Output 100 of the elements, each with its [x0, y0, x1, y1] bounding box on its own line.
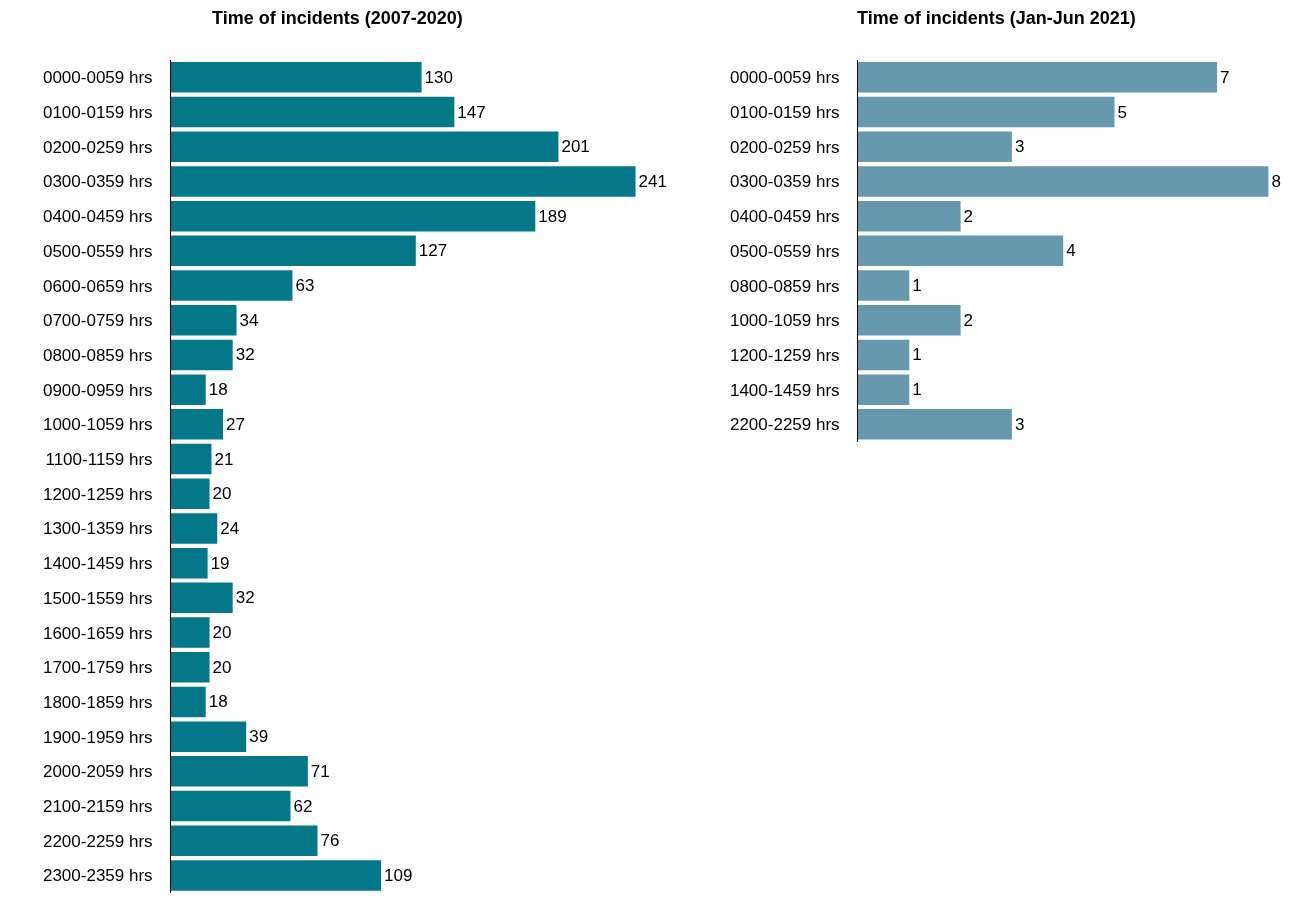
bar	[171, 304, 237, 336]
y-tick-label: 2300-2359 hrs	[42, 866, 153, 886]
bar	[171, 62, 422, 93]
data-label: 5	[1117, 102, 1127, 122]
data-label: 63	[295, 276, 315, 296]
data-label: 32	[235, 588, 255, 608]
y-tick-label: 0000-0059 hrs	[729, 68, 840, 88]
y-tick-label: 0400-0459 hrs	[729, 207, 840, 227]
y-tick-label: 1600-1659 hrs	[42, 623, 153, 643]
y-tick-label: 2100-2159 hrs	[42, 797, 153, 816]
bar	[171, 686, 206, 718]
data-label: 127	[418, 241, 448, 261]
data-label: 3	[1014, 414, 1025, 434]
data-label: 3	[1014, 137, 1025, 157]
y-tick-label: 1700-1759 hrs	[42, 658, 153, 678]
chart-title: Time of incidents (Jan-Jun 2021)	[857, 8, 1136, 28]
y-tick-label: 0600-0659 hrs	[42, 276, 153, 296]
y-tick-label: 0300-0359 hrs	[729, 172, 840, 192]
data-label: 20	[212, 484, 232, 504]
bar	[858, 374, 910, 405]
bar	[858, 131, 1012, 163]
bar	[171, 756, 308, 787]
y-tick-label: 2000-2059 hrs	[42, 762, 153, 782]
bar	[858, 270, 910, 301]
y-tick-label: 1200-1259 hrs	[42, 484, 153, 504]
bar	[171, 374, 206, 405]
bar	[858, 339, 910, 371]
bar	[858, 235, 1064, 267]
y-tick-label: 0200-0259 hrs	[729, 137, 840, 157]
data-label: 1	[912, 345, 922, 365]
bar	[171, 825, 318, 857]
data-label: 241	[638, 171, 667, 191]
y-tick-label: 0300-0359 hrs	[42, 172, 153, 192]
y-tick-label: 0700-0759 hrs	[42, 311, 153, 331]
bar	[171, 200, 536, 232]
data-label: 27	[226, 414, 245, 434]
data-label: 21	[214, 449, 234, 469]
data-label: 71	[310, 761, 330, 781]
y-tick-label: 1400-1459 hrs	[729, 380, 840, 400]
bar	[171, 131, 559, 163]
data-label: 24	[220, 518, 240, 538]
y-tick-label: 0100-0159 hrs	[42, 103, 153, 122]
bar	[171, 582, 233, 614]
data-label: 109	[384, 865, 413, 885]
y-tick-label: 0100-0159 hrs	[729, 103, 840, 122]
y-tick-label: 0900-0959 hrs	[42, 380, 153, 400]
data-label: 147	[457, 102, 486, 122]
chart-title: Time of incidents (2007-2020)	[212, 8, 463, 28]
y-tick-label: 2200-2259 hrs	[42, 831, 153, 851]
y-tick-label: 0800-0859 hrs	[42, 345, 153, 365]
data-label: 34	[239, 310, 259, 330]
bar	[171, 96, 455, 128]
data-label: 4	[1066, 241, 1076, 261]
bar	[171, 790, 291, 822]
y-tick-label: 0200-0259 hrs	[42, 137, 153, 157]
data-label: 62	[293, 796, 313, 816]
bar	[858, 62, 1218, 93]
y-tick-label: 2200-2259 hrs	[729, 415, 840, 435]
data-label: 130	[424, 67, 453, 87]
bar	[171, 513, 218, 544]
y-tick-label: 1200-1259 hrs	[729, 345, 840, 365]
data-label: 189	[538, 206, 567, 226]
bar	[171, 478, 210, 510]
data-label: 1	[912, 380, 922, 400]
bar	[858, 96, 1115, 128]
y-tick-label: 0800-0859 hrs	[729, 276, 840, 296]
data-label: 18	[208, 380, 228, 400]
data-label: 201	[561, 137, 590, 157]
y-tick-label: 0500-0559 hrs	[729, 241, 840, 261]
y-tick-label: 1800-1859 hrs	[42, 692, 153, 712]
y-tick-label: 0400-0459 hrs	[42, 207, 153, 227]
bar	[171, 339, 233, 371]
y-tick-label: 0000-0059 hrs	[42, 68, 153, 88]
bar	[858, 409, 1012, 440]
bar	[171, 651, 210, 683]
bar	[171, 617, 210, 648]
data-label: 2	[963, 206, 974, 226]
data-label: 18	[208, 692, 228, 712]
bar	[171, 166, 636, 197]
bar	[171, 860, 382, 891]
data-label: 2	[963, 310, 974, 330]
bar	[858, 200, 961, 232]
data-label: 20	[212, 657, 232, 677]
y-tick-label: 1300-1359 hrs	[42, 519, 153, 539]
bar	[171, 409, 224, 440]
y-tick-label: 1000-1059 hrs	[729, 311, 840, 331]
y-tick-label: 1900-1959 hrs	[42, 727, 153, 747]
data-label: 1	[912, 276, 922, 296]
y-tick-label: 1500-1559 hrs	[42, 588, 153, 608]
bar	[858, 304, 961, 336]
y-tick-label: 0500-0559 hrs	[42, 241, 153, 261]
data-label: 32	[235, 345, 255, 365]
data-label: 7	[1220, 67, 1230, 87]
y-tick-label: 1400-1459 hrs	[42, 554, 153, 574]
bar	[171, 270, 293, 301]
bar	[171, 235, 416, 267]
y-tick-label: 1100-1159 hrs	[45, 450, 153, 469]
data-label: 19	[210, 553, 230, 573]
y-tick-label: 1000-1059 hrs	[42, 415, 153, 435]
data-label: 8	[1271, 171, 1281, 191]
